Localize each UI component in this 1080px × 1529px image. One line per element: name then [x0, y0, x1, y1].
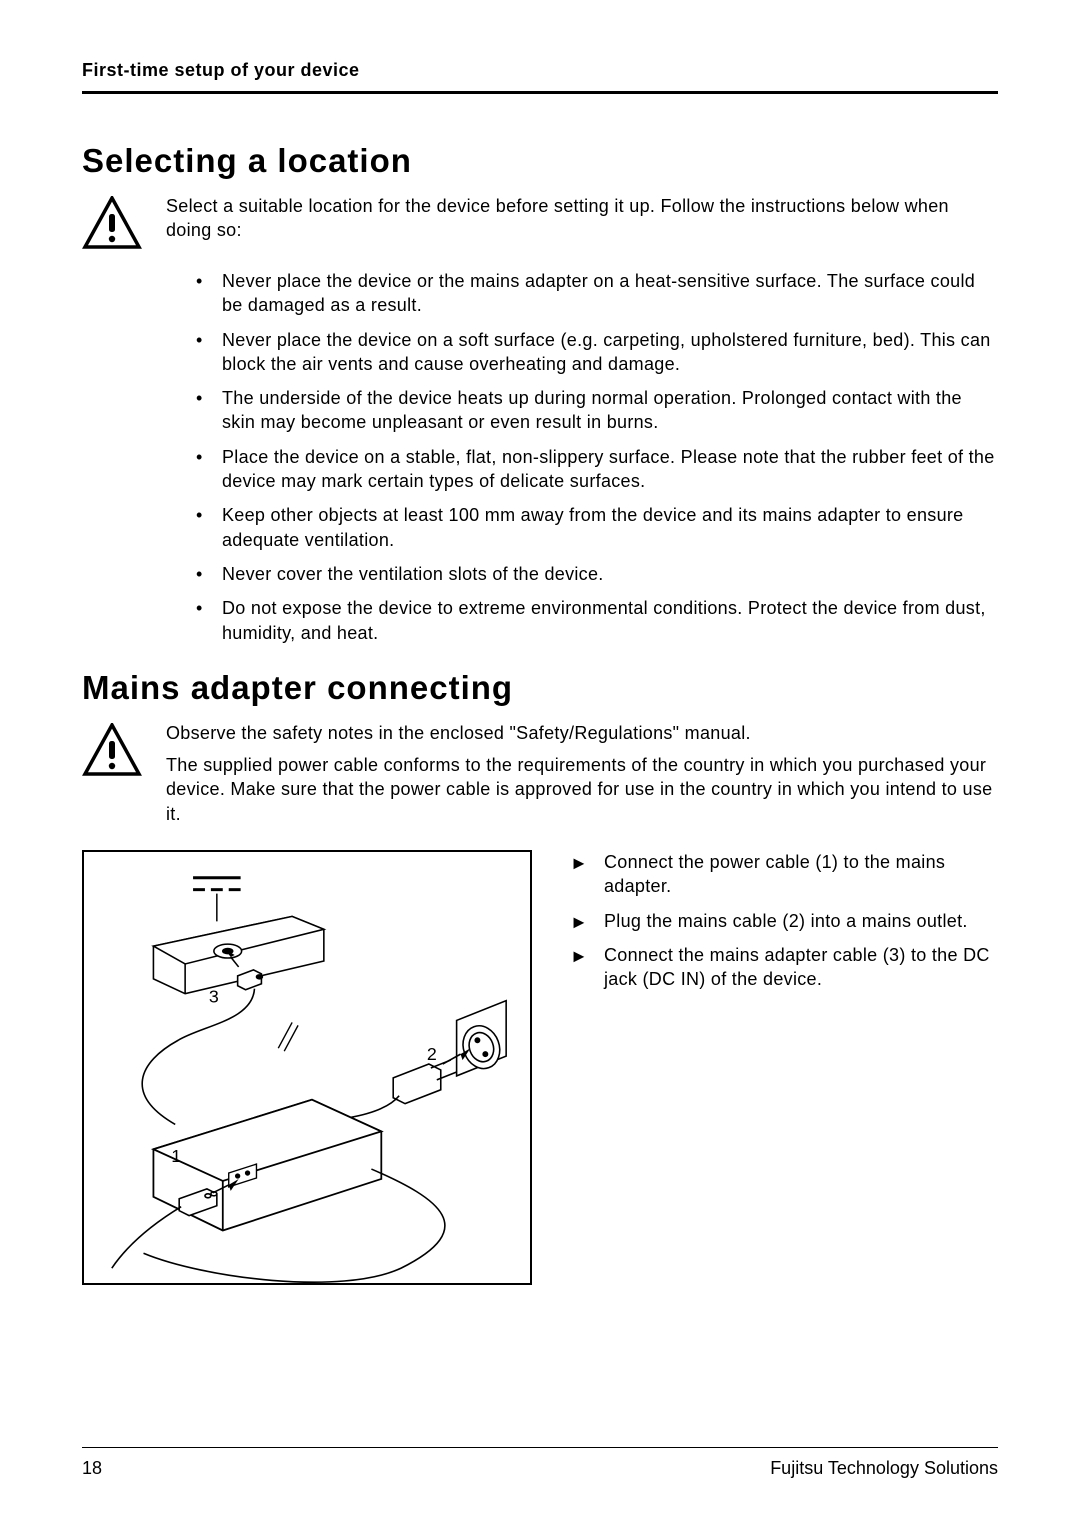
bullet-item: Place the device on a stable, flat, non-… [192, 445, 998, 494]
bullet-item: Never place the device on a soft surface… [192, 328, 998, 377]
section2-heading: Mains adapter connecting [82, 669, 998, 707]
page-header: First-time setup of your device [82, 60, 998, 94]
warning-triangle-icon [82, 196, 142, 255]
header-title: First-time setup of your device [82, 60, 998, 81]
step-item: Connect the mains adapter cable (3) to t… [570, 943, 998, 992]
section2-warning-block: Observe the safety notes in the enclosed… [82, 721, 998, 832]
bullet-item: Never place the device or the mains adap… [192, 269, 998, 318]
diagram-label-3: 3 [209, 987, 219, 1007]
diagram-label-2: 2 [427, 1044, 437, 1064]
warning-triangle-icon [82, 723, 142, 782]
bullet-item: The underside of the device heats up dur… [192, 386, 998, 435]
page-number: 18 [82, 1458, 102, 1479]
section2-two-col: 3 2 [82, 850, 998, 1285]
dc-symbol-icon [193, 878, 241, 922]
diagram-label-1: 1 [171, 1146, 181, 1166]
section1-warning-block: Select a suitable location for the devic… [82, 194, 998, 255]
section1-bullets: Never place the device or the mains adap… [192, 269, 998, 645]
mains-adapter-diagram: 3 2 [82, 850, 532, 1285]
footer-rule [82, 1447, 998, 1448]
section1-intro: Select a suitable location for the devic… [166, 194, 998, 249]
footer-company: Fujitsu Technology Solutions [770, 1458, 998, 1479]
wall-outlet-icon [457, 1001, 507, 1076]
section2-intro: Observe the safety notes in the enclosed… [166, 721, 998, 832]
bullet-item: Never cover the ventilation slots of the… [192, 562, 998, 586]
bullet-item: Do not expose the device to extreme envi… [192, 596, 998, 645]
step-item: Connect the power cable (1) to the mains… [570, 850, 998, 899]
section1-heading: Selecting a location [82, 142, 998, 180]
header-rule [82, 91, 998, 94]
step-item: Plug the mains cable (2) into a mains ou… [570, 909, 998, 933]
page-footer: 18 Fujitsu Technology Solutions [82, 1447, 998, 1479]
bullet-item: Keep other objects at least 100 mm away … [192, 503, 998, 552]
section2-steps: Connect the power cable (1) to the mains… [570, 850, 998, 1001]
